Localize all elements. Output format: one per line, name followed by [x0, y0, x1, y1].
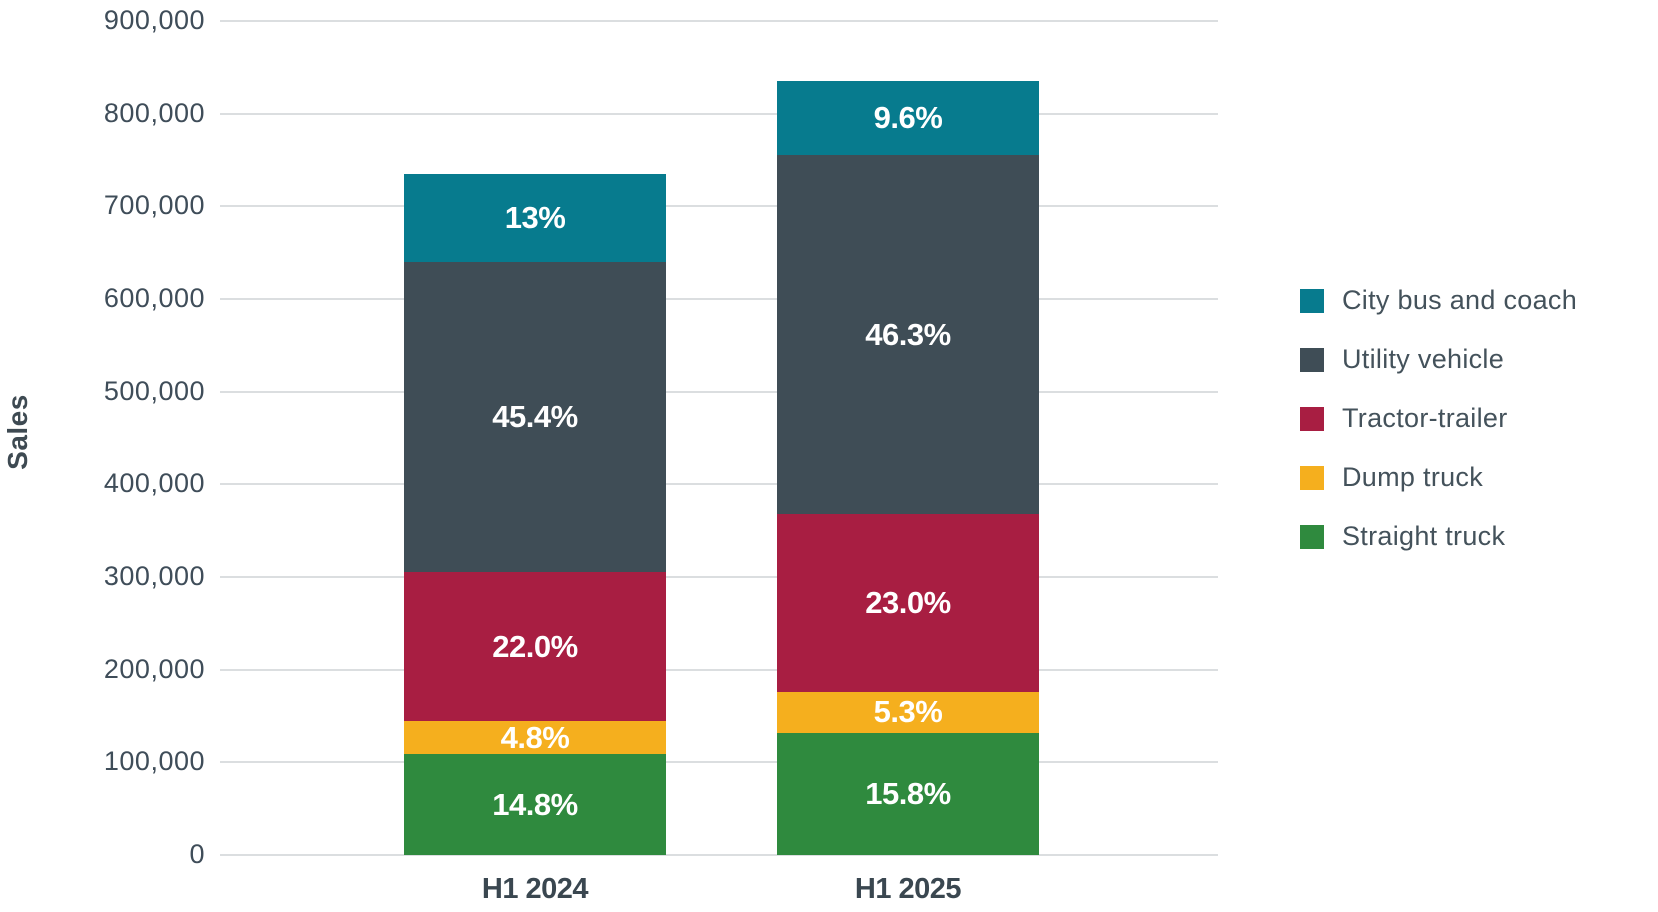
segment-label: 15.8% — [865, 775, 951, 811]
x-category-label: H1 2024 — [481, 873, 589, 905]
y-tick-label: 0 — [189, 839, 205, 869]
segment-label: 9.6% — [873, 100, 943, 136]
y-tick-label: 300,000 — [103, 561, 205, 591]
segment-label: 5.3% — [873, 694, 943, 730]
segment-label: 13% — [504, 200, 566, 236]
bar-segment-utility-vehicle-h1-2024[interactable]: 45.4% — [404, 262, 666, 572]
gridline — [220, 205, 1218, 208]
y-tick-label: 700,000 — [103, 190, 205, 221]
legend-item-straight-truck[interactable]: Straight truck — [1300, 521, 1577, 552]
y-tick-label: 600,000 — [103, 283, 205, 313]
legend-item-city-bus-and-coach[interactable]: City bus and coach — [1300, 285, 1577, 316]
legend-label: Tractor-trailer — [1342, 403, 1508, 433]
gridline — [220, 112, 1218, 115]
segment-label: 23.0% — [865, 584, 951, 620]
gridline — [220, 854, 1218, 856]
legend-item-dump-truck[interactable]: Dump truck — [1300, 462, 1577, 493]
segment-label: 14.8% — [492, 786, 578, 822]
gridline — [220, 761, 1218, 764]
legend-swatch — [1300, 524, 1324, 549]
bar-segment-city-bus-and-coach-h1-2024[interactable]: 13% — [404, 173, 666, 263]
segment-label: 22.0% — [492, 628, 578, 664]
segment-label: 45.4% — [492, 399, 578, 435]
legend-swatch — [1300, 288, 1324, 313]
gridline — [220, 390, 1218, 393]
gridline — [220, 298, 1218, 300]
legend-item-tractor-trailer[interactable]: Tractor-trailer — [1300, 403, 1577, 434]
legend-label: Straight truck — [1342, 521, 1506, 551]
bar-segment-straight-truck-h1-2025[interactable]: 15.8% — [777, 732, 1039, 855]
y-tick-label: 900,000 — [103, 5, 205, 35]
segment-label: 46.3% — [865, 316, 951, 352]
bar-segment-tractor-trailer-h1-2025[interactable]: 23.0% — [777, 513, 1039, 692]
gridline — [220, 20, 1218, 22]
legend-label: Utility vehicle — [1342, 344, 1505, 374]
bar-segment-straight-truck-h1-2024[interactable]: 14.8% — [404, 754, 666, 855]
gridline — [220, 668, 1218, 671]
legend-item-utility-vehicle[interactable]: Utility vehicle — [1300, 344, 1577, 375]
bar-segment-utility-vehicle-h1-2025[interactable]: 46.3% — [777, 155, 1039, 514]
legend: City bus and coach Utility vehicle Tractor… — [1300, 285, 1577, 552]
x-category-label: H1 2025 — [854, 873, 962, 905]
y-tick-label: 500,000 — [103, 375, 205, 406]
y-tick-label: 800,000 — [103, 97, 205, 128]
y-tick-label: 400,000 — [103, 468, 205, 499]
legend-swatch — [1300, 347, 1324, 372]
gridline — [220, 576, 1218, 578]
plot-area: 14.8% 4.8% 22.0% 45.4% 13% 15.8% 5.3% 23.0% 46.3… — [220, 20, 1218, 856]
bar-segment-tractor-trailer-h1-2024[interactable]: 22.0% — [404, 571, 666, 722]
bar-segment-city-bus-and-coach-h1-2025[interactable]: 9.6% — [777, 81, 1039, 156]
gridline — [220, 483, 1218, 486]
legend-swatch — [1300, 465, 1324, 490]
y-tick-label: 200,000 — [103, 653, 205, 684]
bar-segment-dump-truck-h1-2024[interactable]: 4.8% — [404, 721, 666, 755]
legend-label: City bus and coach — [1342, 285, 1578, 315]
bar-segment-dump-truck-h1-2025[interactable]: 5.3% — [777, 691, 1039, 733]
segment-label: 4.8% — [500, 721, 570, 755]
legend-swatch — [1300, 406, 1324, 431]
legend-label: Dump truck — [1342, 462, 1484, 492]
y-tick-label: 100,000 — [103, 746, 205, 777]
